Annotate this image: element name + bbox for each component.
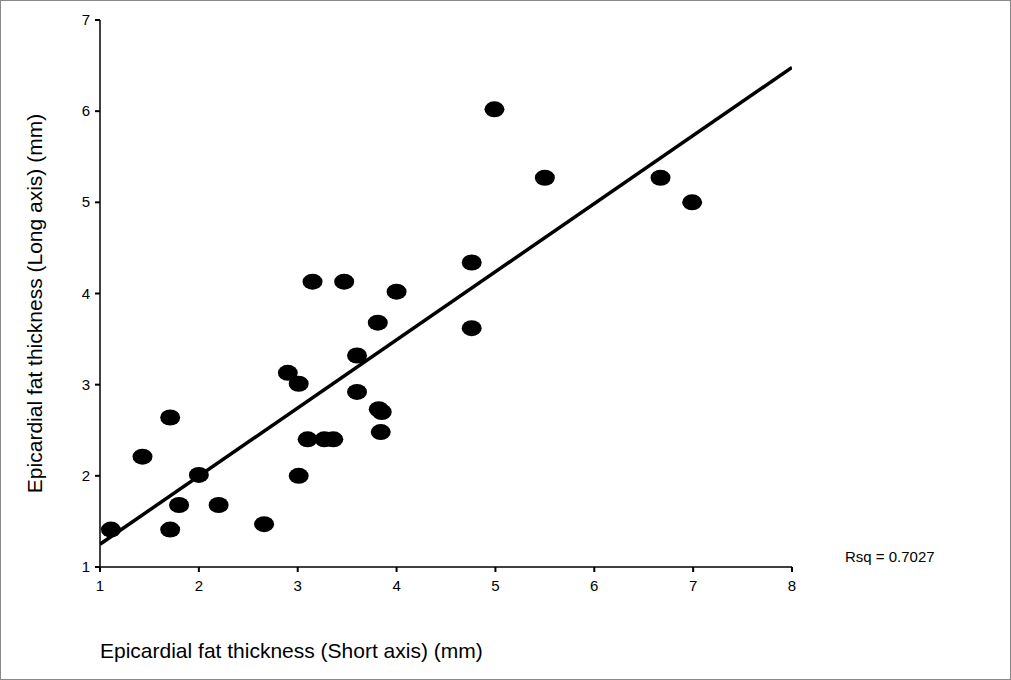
point	[160, 522, 180, 538]
y-tick	[95, 201, 100, 203]
x-tick	[297, 567, 299, 572]
y-tick	[95, 19, 100, 21]
point	[209, 497, 229, 513]
x-tick	[198, 567, 200, 572]
y-tick	[95, 384, 100, 386]
y-tick-label: 1	[82, 558, 90, 575]
x-tick	[396, 567, 398, 572]
point	[289, 468, 309, 484]
x-tick-label: 1	[96, 577, 104, 594]
point	[323, 431, 343, 447]
point	[484, 101, 504, 117]
point	[133, 449, 153, 465]
point	[682, 194, 702, 210]
point	[347, 347, 367, 363]
x-tick-label: 6	[590, 577, 598, 594]
x-tick	[692, 567, 694, 572]
point	[462, 255, 482, 271]
y-tick-label: 7	[82, 11, 90, 28]
x-tick-label: 5	[491, 577, 499, 594]
point	[160, 409, 180, 425]
point	[334, 274, 354, 290]
y-tick-label: 5	[82, 193, 90, 210]
point	[254, 516, 274, 532]
y-tick-label: 4	[82, 285, 90, 302]
point	[169, 497, 189, 513]
point	[101, 522, 121, 538]
point	[189, 467, 209, 483]
x-axis	[100, 566, 792, 568]
x-tick-label: 4	[392, 577, 400, 594]
x-tick	[593, 567, 595, 572]
y-tick-label: 3	[82, 376, 90, 393]
fit-line	[100, 67, 792, 544]
y-tick	[95, 475, 100, 477]
point	[387, 284, 407, 300]
plot-area	[100, 67, 792, 544]
point	[535, 170, 555, 186]
x-tick-label: 7	[689, 577, 697, 594]
x-tick	[494, 567, 496, 572]
point	[289, 376, 309, 392]
y-tick	[95, 293, 100, 295]
point	[372, 404, 392, 420]
y-tick-label: 6	[82, 102, 90, 119]
point	[303, 274, 323, 290]
x-axis-label: Epicardial fat thickness (Short axis) (m…	[100, 639, 483, 662]
annotation: Rsq = 0.7027	[845, 548, 935, 565]
y-tick	[95, 110, 100, 112]
y-axis-label: Epicardial fat thickness (Long axis) (mm…	[23, 114, 46, 493]
x-tick-label: 2	[195, 577, 203, 594]
point	[371, 424, 391, 440]
point	[462, 320, 482, 336]
point	[368, 315, 388, 331]
frame	[1, 1, 1011, 680]
x-tick-label: 8	[788, 577, 796, 594]
y-tick-label: 2	[82, 467, 90, 484]
y-tick	[95, 566, 100, 568]
chart: 1 2 3 4 5 6 7 8 1 2 3 4 5 6 7 Epicardial fat thickness …	[0, 0, 1011, 680]
point	[347, 384, 367, 400]
x-tick-label: 3	[294, 577, 302, 594]
point	[651, 170, 671, 186]
x-tick	[791, 567, 793, 572]
